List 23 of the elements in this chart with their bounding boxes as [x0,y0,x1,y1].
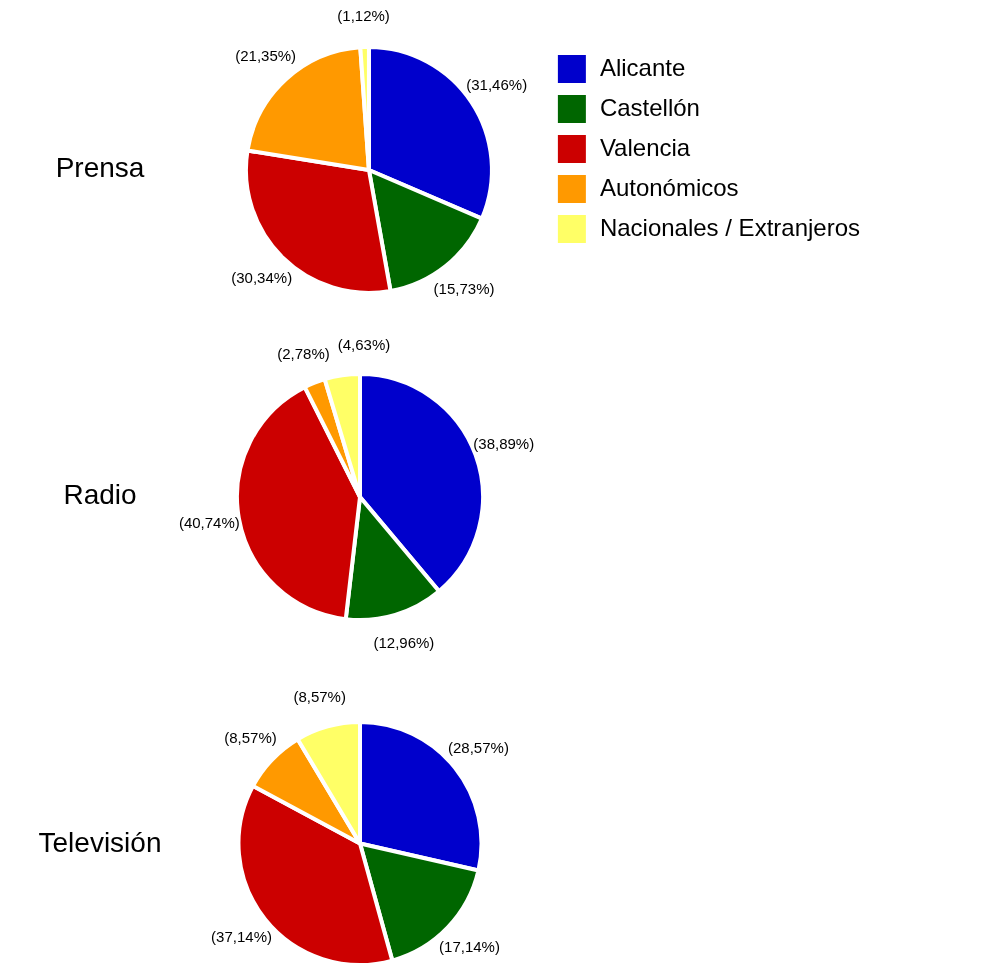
data-label: (17,14%) [439,938,500,956]
data-label: (4,63%) [337,335,391,353]
data-label: (30,34%) [231,269,293,287]
data-label: (31,46%) [466,75,528,93]
text: Televisión [37,827,163,859]
data-label: (37,14%) [211,928,272,946]
data-label: (1,12%) [337,7,390,25]
data-label: (12,96%) [373,633,435,651]
text: Prensa [54,152,146,184]
text: Radio [62,479,138,511]
data-label: (2,78%) [277,344,330,362]
data-label: (15,73%) [433,280,495,297]
data-label: (21,35%) [235,47,297,65]
data-label: (8,57%) [224,728,277,746]
legend-label: Alicante [599,53,686,81]
data-label: (40,74%) [178,513,240,531]
legend-label: Nacionales / Extranjeros [599,213,860,241]
legend-label: Castellón [599,93,700,121]
legend-label: Autonómicos [599,173,739,201]
data-label: (8,57%) [293,687,346,705]
data-label: (28,57%) [448,739,509,757]
legend-label: Valencia [599,133,691,161]
data-label: (38,89%) [473,434,535,452]
